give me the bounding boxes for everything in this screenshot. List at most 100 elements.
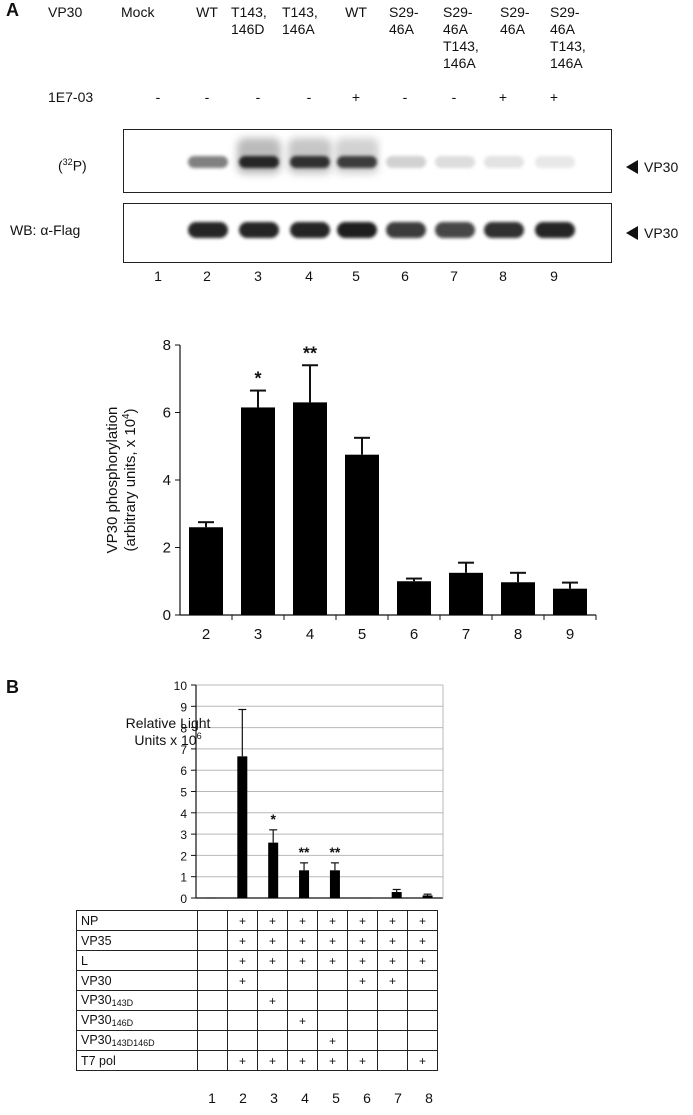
inhibitor-sign: + xyxy=(549,89,559,105)
condition-cell xyxy=(197,1010,228,1031)
condition-cell: + xyxy=(287,1050,318,1071)
condition-cell: + xyxy=(407,910,438,931)
bar xyxy=(241,407,275,615)
condition-cell xyxy=(347,1030,378,1051)
condition-cell: + xyxy=(257,930,288,951)
condition-cell: + xyxy=(347,910,378,931)
y-tick-label: 8 xyxy=(163,337,171,354)
y-tick-label: 2 xyxy=(163,540,171,557)
bar xyxy=(299,870,310,898)
condition-cell: + xyxy=(347,950,378,971)
band xyxy=(188,222,228,238)
inhibitor-sign: - xyxy=(402,89,408,105)
table-row: VP30143D + xyxy=(76,990,438,1011)
condition-cell: + xyxy=(407,930,438,951)
vp30-row-label: VP30 xyxy=(48,4,83,20)
band xyxy=(435,222,475,238)
condition-cell: + xyxy=(227,950,258,971)
lane-number: 5 xyxy=(332,1090,340,1106)
band xyxy=(290,156,330,168)
lane-number: 8 xyxy=(425,1090,433,1106)
condition-cell: + xyxy=(227,930,258,951)
significance-star: ** xyxy=(299,844,310,860)
y-tick-label: 2 xyxy=(180,849,187,863)
inhibitor-sign: + xyxy=(351,89,361,105)
inhibitor-sign: + xyxy=(498,89,508,105)
flag-blot xyxy=(123,203,612,263)
lane-header: S29- 46A xyxy=(500,4,530,37)
lane-header: Mock xyxy=(121,4,155,20)
y-tick-label: 6 xyxy=(180,764,187,778)
table-row: T7 pol + + + + + + xyxy=(76,1050,438,1071)
y-axis-label-group: VP30 phosphorylation (arbitrary units, x … xyxy=(104,407,139,554)
lane-number: 3 xyxy=(254,268,262,284)
bar xyxy=(345,454,379,615)
condition-cell xyxy=(227,1010,258,1031)
flag-blot-label: WB: α-Flag xyxy=(10,222,81,238)
row-label: T7 pol xyxy=(76,1050,198,1071)
condition-cell: + xyxy=(227,970,258,991)
condition-cell xyxy=(257,1010,288,1031)
lane-number: 7 xyxy=(394,1090,402,1106)
significance-star: ** xyxy=(303,343,317,363)
x-tick-label: 6 xyxy=(410,626,418,643)
condition-cell xyxy=(287,990,318,1011)
band xyxy=(239,156,279,168)
lane-number: 9 xyxy=(550,268,558,284)
condition-cell xyxy=(197,950,228,971)
condition-cell: + xyxy=(377,950,408,971)
condition-cell: + xyxy=(227,1050,258,1071)
lane-header: WT xyxy=(345,4,367,20)
band xyxy=(386,156,426,168)
condition-cell xyxy=(317,970,348,991)
condition-cell xyxy=(257,970,288,991)
band xyxy=(239,222,279,238)
lane-header: S29- 46A xyxy=(389,4,419,37)
condition-cell: + xyxy=(407,950,438,971)
condition-cell xyxy=(377,1010,408,1031)
condition-cell xyxy=(197,1050,228,1071)
lane-number: 3 xyxy=(270,1090,278,1106)
condition-cell xyxy=(197,1030,228,1051)
blot1-arrow-label: VP30 xyxy=(644,159,679,175)
y-tick-label: 5 xyxy=(180,786,187,800)
lane-number: 5 xyxy=(352,268,360,284)
condition-table: NP + + + + + + + VP35 + + + + + + + L + + + + + + + VP30 + + + VP301… xyxy=(76,910,438,1071)
bar xyxy=(422,895,433,898)
y-tick-label: 9 xyxy=(180,700,187,714)
condition-cell xyxy=(287,970,318,991)
inhibitor-sign: - xyxy=(306,89,312,105)
bar xyxy=(397,581,431,615)
band xyxy=(188,156,228,168)
condition-cell: + xyxy=(287,1010,318,1031)
lane-number: 4 xyxy=(305,268,313,284)
lane-number: 1 xyxy=(154,268,162,284)
phospho-blot-label: (32P) xyxy=(58,157,87,174)
x-tick-label: 8 xyxy=(514,626,522,643)
condition-cell: + xyxy=(347,970,378,991)
x-tick-label: 2 xyxy=(202,626,210,643)
inhibitor-sign: - xyxy=(451,89,457,105)
condition-cell xyxy=(407,1010,438,1031)
band xyxy=(484,156,524,168)
condition-cell xyxy=(197,930,228,951)
table-row: VP30 + + + xyxy=(76,970,438,991)
condition-cell: + xyxy=(317,910,348,931)
lane-number: 2 xyxy=(203,268,211,284)
lane-number: 4 xyxy=(301,1090,309,1106)
y-tick-label: 1 xyxy=(180,871,187,885)
condition-cell xyxy=(407,1030,438,1051)
condition-cell xyxy=(407,970,438,991)
band xyxy=(337,222,377,238)
row-label: VP35 xyxy=(76,930,198,951)
condition-cell: + xyxy=(287,910,318,931)
bar xyxy=(268,842,279,898)
condition-cell: + xyxy=(407,1050,438,1071)
condition-cell xyxy=(227,990,258,1011)
row-label: VP30143D xyxy=(76,990,198,1011)
phosphorylation-chart: 0 2 4 6 8 2 * 3 ** 4 5 6 7 8 9 VP30 phosphorylation (arb… xyxy=(104,337,597,643)
lane-number: 6 xyxy=(363,1090,371,1106)
table-row: VP30143D146D + xyxy=(76,1030,438,1051)
row-label: NP xyxy=(76,910,198,931)
